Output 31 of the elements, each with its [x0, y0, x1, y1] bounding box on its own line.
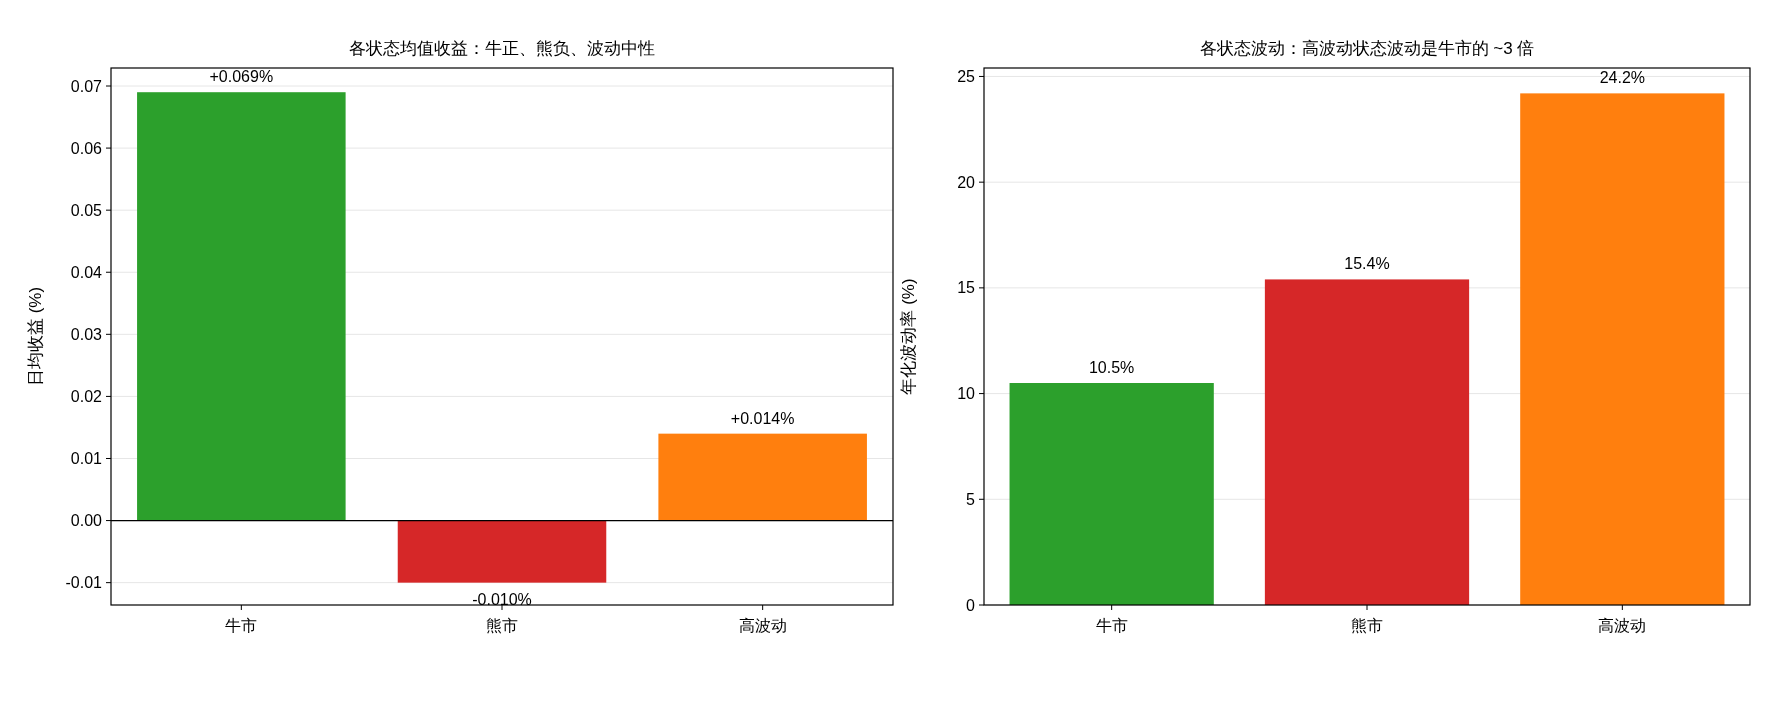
data-label: 10.5%	[1088, 359, 1135, 377]
data-label: +0.069%	[209, 68, 274, 86]
x-tick-label: 熊市	[486, 617, 518, 634]
y-axis-title: 日均收益 (%)	[26, 286, 45, 387]
x-tick-label: 牛市	[1095, 617, 1128, 634]
y-tick-label: 10	[957, 385, 976, 403]
x-tick-label: 高波动	[738, 617, 787, 634]
y-tick-label: 0.07	[70, 77, 103, 95]
x-tick-label: 高波动	[1598, 617, 1647, 634]
y-tick-label: 5	[966, 490, 976, 508]
data-label: +0.014%	[730, 409, 795, 427]
y-tick-label: 0.03	[70, 325, 103, 343]
y-tick-label: 0.06	[70, 139, 103, 157]
y-tick-label: 0.05	[70, 201, 103, 219]
x-tick-label: 熊市	[1351, 617, 1383, 634]
y-tick-label: 0	[966, 596, 976, 614]
y-tick-label: 20	[957, 173, 976, 191]
y-axis-title: 年化波动率 (%)	[899, 278, 918, 395]
y-tick-label: 0.01	[70, 449, 103, 467]
data-label: -0.010%	[472, 590, 532, 608]
data-label: 15.4%	[1344, 255, 1390, 273]
chart-title: 各状态波动：高波动状态波动是牛市的 ~3 倍	[1199, 39, 1535, 58]
y-tick-label: 0.00	[70, 512, 103, 530]
y-tick-label: 25	[957, 67, 976, 85]
y-tick-label: -0.01	[65, 574, 103, 592]
x-tick-label: 牛市	[225, 617, 258, 634]
y-tick-label: 0.02	[70, 387, 103, 405]
chart-title: 各状态均值收益：牛正、熊负、波动中性	[349, 39, 655, 58]
y-tick-label: 0.04	[70, 263, 103, 281]
y-tick-label: 15	[957, 279, 976, 297]
data-label: 24.2%	[1599, 69, 1646, 87]
